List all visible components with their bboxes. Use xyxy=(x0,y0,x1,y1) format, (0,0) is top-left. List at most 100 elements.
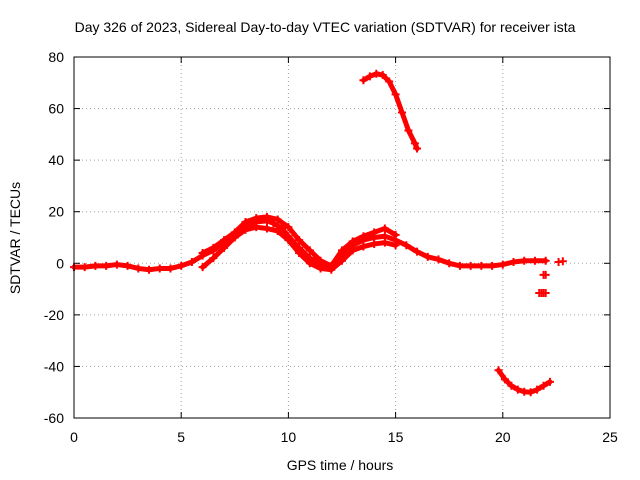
data-point xyxy=(166,264,175,273)
chart-title: Day 326 of 2023, Sidereal Day-to-day VTE… xyxy=(75,19,576,35)
data-point xyxy=(220,243,229,252)
data-point xyxy=(273,227,282,236)
series-low-arc xyxy=(494,366,554,397)
data-point xyxy=(526,388,535,397)
data-point xyxy=(359,76,368,85)
plot-frame xyxy=(73,56,611,419)
x-tick-label: 5 xyxy=(177,429,185,445)
data-point xyxy=(348,237,357,246)
data-point xyxy=(410,139,419,148)
data-point xyxy=(348,246,357,255)
data-point xyxy=(91,261,100,270)
data-point xyxy=(530,256,539,265)
series-line xyxy=(360,71,420,152)
data-point xyxy=(338,256,346,265)
data-point xyxy=(220,236,229,245)
y-tick-label: -20 xyxy=(44,307,64,323)
data-point xyxy=(541,288,550,297)
y-axis-label: SDTVAR / TECUs xyxy=(7,182,23,294)
data-point xyxy=(541,270,550,279)
data-point xyxy=(520,256,529,265)
y-tick-label: 40 xyxy=(48,152,64,168)
series-lower-spread xyxy=(198,223,400,274)
data-point xyxy=(494,366,503,375)
data-point xyxy=(370,228,379,237)
data-point xyxy=(500,375,509,384)
data-point xyxy=(513,385,522,394)
data-point xyxy=(112,260,121,269)
y-tick-label: -40 xyxy=(44,358,64,374)
data-point xyxy=(365,72,374,81)
data-point xyxy=(273,215,282,224)
data-point xyxy=(198,248,207,257)
data-point xyxy=(498,260,507,269)
data-point xyxy=(241,225,250,234)
data-point xyxy=(252,223,261,232)
data-point xyxy=(404,126,413,135)
data-point xyxy=(509,257,518,266)
data-point xyxy=(507,381,516,390)
series-main-band xyxy=(70,216,550,274)
data-point xyxy=(413,247,422,256)
x-tick-label: 15 xyxy=(388,429,404,445)
data-point xyxy=(295,248,304,257)
data-point xyxy=(316,256,325,265)
data-point xyxy=(230,233,239,242)
data-point xyxy=(295,236,304,245)
data-point xyxy=(305,259,314,268)
data-point xyxy=(338,246,346,255)
data-point xyxy=(541,256,550,265)
data-point xyxy=(80,263,89,272)
data-point xyxy=(391,241,400,250)
data-point xyxy=(102,261,111,270)
x-tick-label: 20 xyxy=(495,429,511,445)
data-point xyxy=(477,261,486,270)
data-point xyxy=(434,255,443,264)
data-point xyxy=(359,242,368,251)
data-point xyxy=(391,230,400,239)
data-point xyxy=(262,212,271,221)
data-point xyxy=(252,214,261,223)
data-point xyxy=(284,236,293,245)
data-point xyxy=(545,377,554,386)
x-axis-label: GPS time / hours xyxy=(287,457,394,473)
series-high-arc xyxy=(359,69,422,153)
data-point xyxy=(187,257,196,266)
data-point xyxy=(466,261,475,270)
data-point xyxy=(539,381,548,390)
data-point xyxy=(209,243,218,252)
data-point xyxy=(385,77,394,86)
data-point xyxy=(398,108,407,117)
data-point xyxy=(123,261,132,270)
data-point xyxy=(327,265,336,274)
x-tick-label: 0 xyxy=(70,429,78,445)
data-point xyxy=(359,232,368,241)
data-point xyxy=(198,263,207,272)
data-point xyxy=(177,261,186,270)
data-point xyxy=(241,218,250,227)
data-point xyxy=(380,224,389,233)
y-tick-label: -60 xyxy=(44,410,64,426)
y-tick-label: 80 xyxy=(48,49,64,65)
data-point xyxy=(316,264,325,273)
y-tick-label: 60 xyxy=(48,101,64,117)
data-point xyxy=(423,252,432,261)
x-tick-label: 10 xyxy=(281,429,297,445)
data-point xyxy=(380,238,389,247)
data-point xyxy=(391,90,400,99)
x-tick-label: 25 xyxy=(602,429,618,445)
data-point xyxy=(370,239,379,248)
data-point xyxy=(134,264,143,273)
data-point xyxy=(145,265,154,274)
data-layer xyxy=(70,69,567,397)
data-point xyxy=(413,144,422,153)
series-line xyxy=(71,218,549,273)
data-point xyxy=(155,264,164,273)
data-point xyxy=(533,385,542,394)
data-point xyxy=(262,224,271,233)
y-tick-label: 20 xyxy=(48,204,64,220)
data-point xyxy=(284,223,293,232)
data-point xyxy=(305,246,314,255)
